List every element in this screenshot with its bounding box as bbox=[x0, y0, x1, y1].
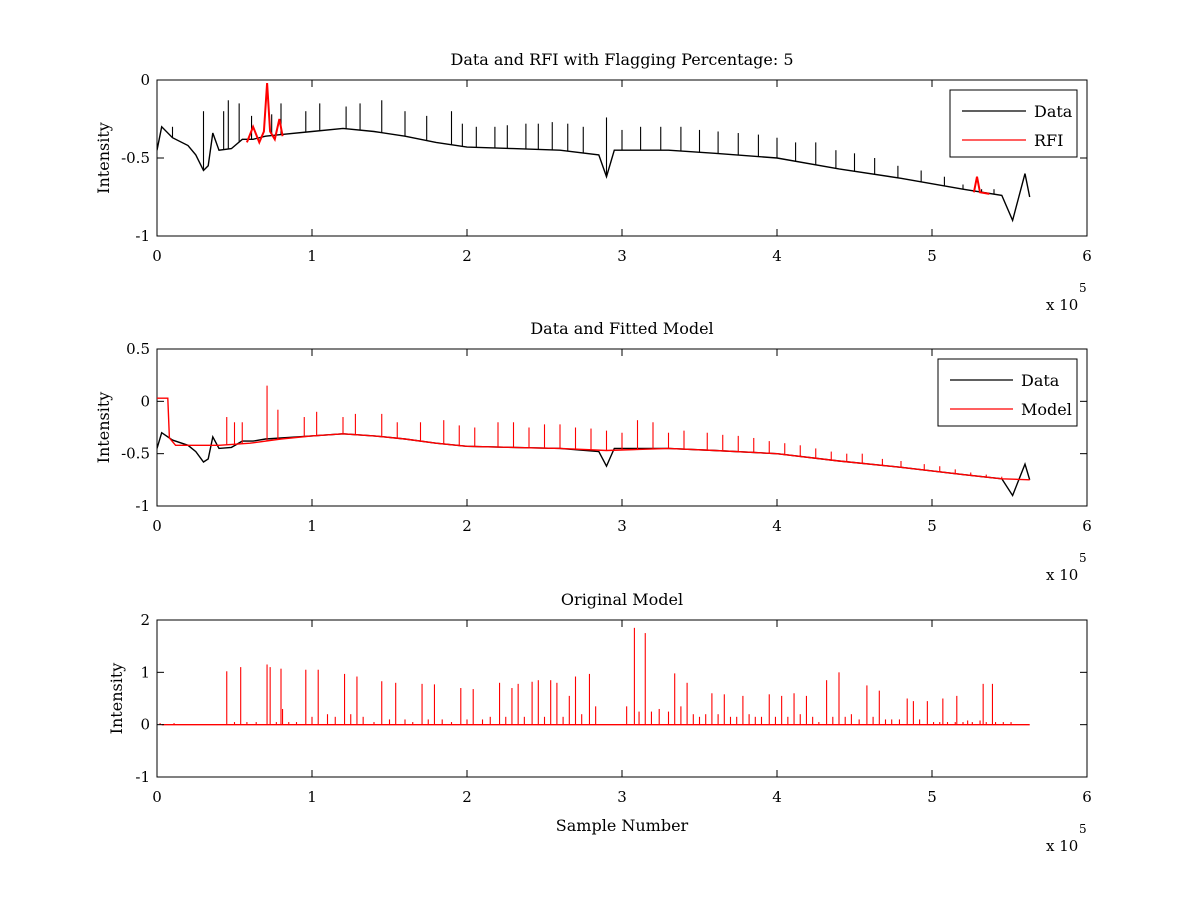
legend-entry: Data bbox=[1034, 102, 1073, 121]
axes-box bbox=[156, 619, 1088, 778]
x-axis-label: Sample Number bbox=[556, 816, 689, 835]
x-tick-label: 5 bbox=[927, 517, 937, 535]
y-tick-label: 2 bbox=[140, 611, 150, 629]
x-tick-label: 3 bbox=[617, 788, 627, 806]
y-axis-label: Intensity bbox=[94, 392, 113, 464]
plot-area bbox=[157, 83, 1031, 223]
y-tick-label: 0 bbox=[140, 716, 150, 734]
chart-title: Data and RFI with Flagging Percentage: 5 bbox=[450, 50, 793, 69]
x-tick-label: 0 bbox=[152, 247, 162, 265]
y-tick-label: -1 bbox=[135, 497, 150, 515]
x-tick-label: 1 bbox=[307, 517, 317, 535]
axes-box bbox=[156, 79, 1088, 237]
plot-area bbox=[159, 627, 1030, 726]
chart-title: Original Model bbox=[561, 590, 683, 609]
x-tick-label: 3 bbox=[617, 517, 627, 535]
x-tick-label: 0 bbox=[152, 788, 162, 806]
x-exponent-label: x 10 bbox=[1046, 296, 1078, 314]
legend-entry: Data bbox=[1021, 371, 1060, 390]
subplot-1: 0 1 2 3 4 5 6 -1 -0.5 0 Data and RFI with Flagging… bbox=[94, 50, 1092, 314]
x-tick-label: 6 bbox=[1082, 247, 1092, 265]
x-tick-label: 4 bbox=[772, 788, 782, 806]
y-tick-label: -0.5 bbox=[121, 149, 150, 167]
legend-box bbox=[937, 358, 1078, 427]
x-exponent: 5 bbox=[1079, 822, 1087, 836]
series-data-line bbox=[157, 125, 1031, 223]
series-rfi-segment bbox=[245, 83, 284, 146]
y-tick-label: 1 bbox=[140, 663, 150, 681]
y-axis-label: Intensity bbox=[94, 122, 113, 194]
x-exponent-label: x 10 bbox=[1046, 837, 1078, 855]
x-tick-label: 0 bbox=[152, 517, 162, 535]
legend: Data RFI bbox=[949, 89, 1078, 158]
y-tick-label: 0 bbox=[140, 392, 150, 410]
legend: Data Model bbox=[937, 358, 1078, 427]
subplot-2: 0 1 2 3 4 5 6 -1 -0.5 0 0.5 Data and Fitted Model In… bbox=[94, 319, 1092, 584]
series-rfi-segment bbox=[972, 176, 990, 195]
x-tick-label: 5 bbox=[927, 788, 937, 806]
y-tick-label: -1 bbox=[135, 768, 150, 786]
x-tick-label: 1 bbox=[307, 247, 317, 265]
x-tick-label: 2 bbox=[462, 247, 472, 265]
axes-box bbox=[156, 348, 1088, 507]
y-tick-label: -1 bbox=[135, 227, 150, 245]
x-tick-label: 3 bbox=[617, 247, 627, 265]
x-exponent-label: x 10 bbox=[1046, 566, 1078, 584]
plot-area bbox=[157, 385, 1031, 498]
chart-title: Data and Fitted Model bbox=[530, 319, 713, 338]
x-exponent: 5 bbox=[1079, 551, 1087, 565]
legend-box bbox=[949, 89, 1078, 158]
x-tick-label: 4 bbox=[772, 517, 782, 535]
legend-entry: Model bbox=[1021, 400, 1072, 419]
x-tick-label: 2 bbox=[462, 788, 472, 806]
y-tick-label: 0.5 bbox=[126, 340, 150, 358]
x-tick-label: 6 bbox=[1082, 517, 1092, 535]
y-tick-label: -0.5 bbox=[121, 445, 150, 463]
x-tick-label: 4 bbox=[772, 247, 782, 265]
x-exponent: 5 bbox=[1079, 281, 1087, 295]
x-tick-label: 2 bbox=[462, 517, 472, 535]
x-tick-label: 6 bbox=[1082, 788, 1092, 806]
series-model-line bbox=[157, 397, 1030, 481]
x-tick-label: 5 bbox=[927, 247, 937, 265]
y-tick-label: 0 bbox=[140, 71, 150, 89]
legend-entry: RFI bbox=[1034, 131, 1063, 150]
x-tick-label: 1 bbox=[307, 788, 317, 806]
y-axis-label: Intensity bbox=[107, 663, 126, 735]
